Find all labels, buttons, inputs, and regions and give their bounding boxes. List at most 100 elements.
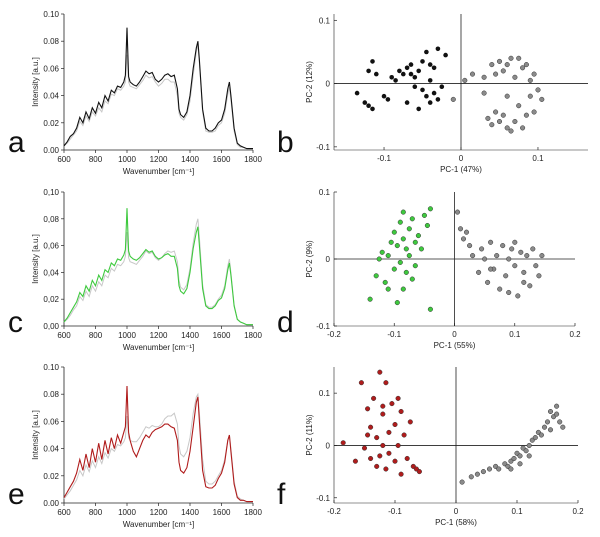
scatter-point-black <box>435 46 441 52</box>
scatter-point-grey <box>509 246 515 252</box>
x-tick-label: 0.2 <box>572 507 584 516</box>
scatter-point-green <box>394 300 400 306</box>
scatter-point-grey <box>493 109 499 115</box>
panel-letter: a <box>8 126 25 159</box>
x-axis-label: Wavenumber [cm⁻¹] <box>123 520 195 529</box>
x-tick-label: 1200 <box>150 331 168 340</box>
scatter-point-red <box>395 395 401 401</box>
chart-panel-d: d -0.2 -0.1 0 0.1 0.2-0.100.1PC-1 (55%)PC-2 (… <box>277 188 581 350</box>
scatter-point-red <box>365 432 371 438</box>
scatter-point-grey <box>450 96 456 102</box>
scatter-point-green <box>415 233 421 239</box>
scatter-point-grey <box>554 403 560 409</box>
y-tick-label: 0 <box>326 255 331 264</box>
scatter-point-black <box>408 62 414 67</box>
scatter-point-grey <box>454 209 461 215</box>
scatter-point-green <box>373 273 379 279</box>
scatter-point-green <box>424 222 430 229</box>
scatter-point-red <box>380 403 386 409</box>
y-tick-label: 0.06 <box>43 64 59 73</box>
x-tick-label: 0.1 <box>532 154 544 163</box>
y-tick-label: 0.02 <box>43 119 59 128</box>
scatter-point-red <box>386 450 392 456</box>
scatter-point-red <box>392 421 398 428</box>
scatter-point-black <box>370 59 375 64</box>
scatter-point-grey <box>536 273 542 279</box>
scatter-point-grey <box>476 269 482 275</box>
scatter-point-grey <box>523 112 529 118</box>
x-tick-label: 1000 <box>118 508 136 517</box>
scatter-point-grey <box>488 266 494 272</box>
panel-letter: c <box>8 306 23 339</box>
scatter-point-grey <box>479 246 485 252</box>
scatter-point-green <box>406 253 412 259</box>
scatter-point-black <box>404 65 410 71</box>
panel-letter: d <box>277 306 294 339</box>
y-tick-label: 0.10 <box>43 10 59 19</box>
scatter-point-grey <box>524 253 530 259</box>
x-tick-label: 800 <box>89 155 103 164</box>
scatter-point-black <box>420 59 425 64</box>
scatter-point-black <box>443 52 448 58</box>
scatter-point-grey <box>488 239 494 245</box>
spectrum-line-green <box>63 208 253 326</box>
scatter-point-red <box>340 440 346 446</box>
spectrum-line-light <box>63 43 253 150</box>
scatter-point-black <box>412 84 418 89</box>
x-tick-label: 0 <box>452 330 457 339</box>
scatter-point-grey <box>508 466 514 472</box>
scatter-point-black <box>362 100 368 105</box>
scatter-point-grey <box>468 474 474 480</box>
scatter-point-grey <box>538 432 544 438</box>
x-axis-label: PC-1 (55%) <box>434 341 476 350</box>
scatter-point-grey <box>467 243 473 249</box>
scatter-point-black <box>366 103 371 108</box>
scatter-point-green <box>385 286 391 292</box>
x-tick-label: 1800 <box>244 508 262 517</box>
panel-letter: b <box>277 126 294 159</box>
scatter-point-grey <box>470 253 476 259</box>
scatter-point-grey <box>485 279 491 285</box>
scatter-point-grey <box>547 408 554 415</box>
scatter-point-grey <box>511 455 517 462</box>
scatter-point-red <box>352 458 358 464</box>
y-tick-label: -0.1 <box>316 494 330 503</box>
y-tick-label: 0,10 <box>43 188 59 197</box>
x-tick-label: 1400 <box>181 508 199 517</box>
y-tick-label: 0 <box>326 441 331 450</box>
scatter-point-grey <box>518 249 524 255</box>
y-axis-label: Intensity [a.u.] <box>31 57 40 107</box>
y-tick-label: 0.10 <box>43 363 59 372</box>
x-tick-label: 1800 <box>244 331 262 340</box>
scatter-point-green <box>379 249 385 255</box>
x-tick-label: 600 <box>57 331 71 340</box>
scatter-point-green <box>406 226 412 232</box>
scatter-point-black <box>401 71 406 77</box>
y-tick-label: 0,02 <box>43 295 59 304</box>
scatter-point-green <box>388 239 394 245</box>
scatter-point-grey <box>531 109 537 115</box>
scatter-point-red <box>401 432 407 438</box>
y-tick-label: -0.1 <box>316 143 330 152</box>
scatter-point-grey <box>521 269 527 275</box>
panel-letter: e <box>8 478 25 511</box>
scatter-point-grey <box>503 273 509 279</box>
scatter-point-red <box>386 429 392 435</box>
y-tick-label: 0,00 <box>43 322 59 331</box>
x-tick-label: 0.1 <box>511 507 523 516</box>
x-tick-label: 1600 <box>213 155 231 164</box>
y-tick-label: 0.06 <box>43 417 59 426</box>
scatter-point-grey <box>460 236 467 242</box>
y-axis-label: PC-2 (9%) <box>305 240 314 278</box>
scatter-point-red <box>398 408 404 415</box>
scatter-point-black <box>431 65 437 71</box>
scatter-point-grey <box>504 62 510 68</box>
scatter-point-black <box>412 75 418 80</box>
x-tick-label: -0.2 <box>327 507 341 516</box>
scatter-point-red <box>371 395 377 401</box>
scatter-point-green <box>391 229 397 235</box>
scatter-point-black <box>427 62 433 67</box>
scatter-point-red <box>395 442 401 449</box>
scatter-point-green <box>412 239 418 245</box>
scatter-point-black <box>408 71 414 77</box>
